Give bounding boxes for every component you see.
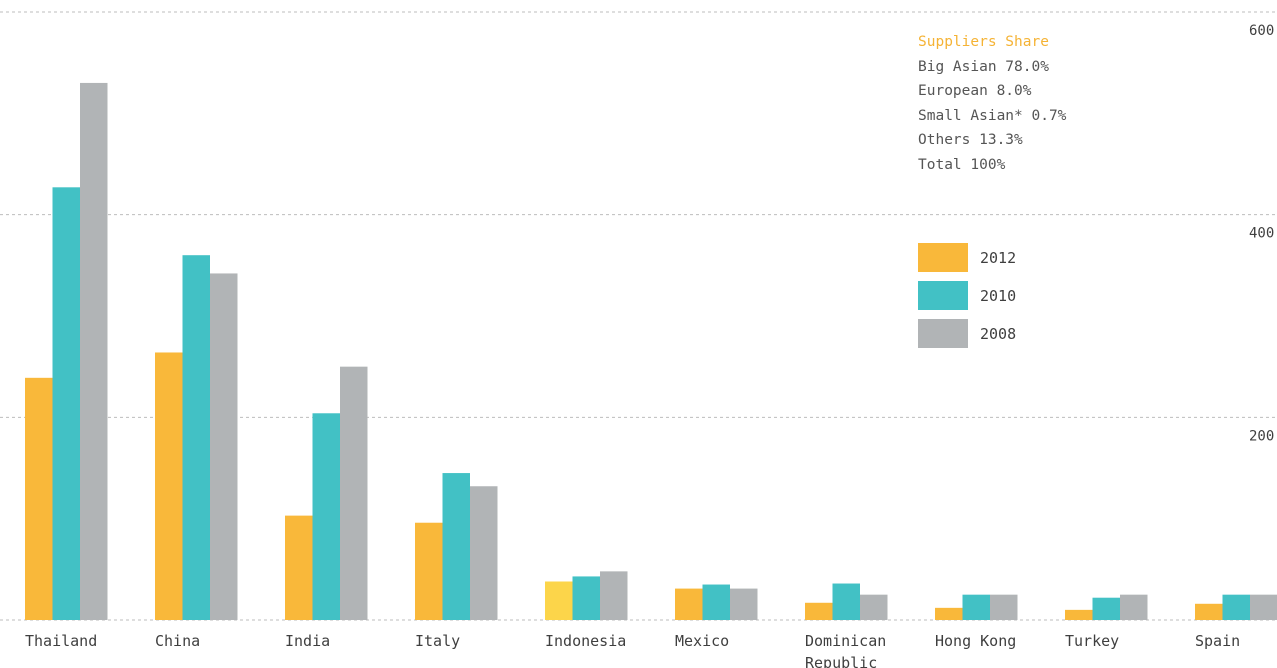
bar-2012 xyxy=(545,581,573,620)
bar-2010 xyxy=(442,473,470,620)
x-category-label: Thailand xyxy=(25,632,97,650)
x-category-label: India xyxy=(285,632,330,650)
legend-label: 2010 xyxy=(980,286,1017,305)
suppliers-share-line: Total 100% xyxy=(918,156,1006,173)
bar-2012 xyxy=(805,602,833,620)
x-category-label: Indonesia xyxy=(545,632,626,650)
bar-2008 xyxy=(1250,594,1277,620)
bar-2010 xyxy=(312,413,340,620)
suppliers-share-box: Suppliers Share Big Asian 78.0% European… xyxy=(918,30,1066,177)
bar-2010 xyxy=(1092,597,1120,620)
bar-2010 xyxy=(1222,594,1250,620)
legend-swatch xyxy=(918,281,968,310)
bar-2012 xyxy=(935,607,963,620)
suppliers-share-line: European 8.0% xyxy=(918,83,1032,99)
legend-label: 2012 xyxy=(980,248,1017,267)
bar-2012 xyxy=(285,515,313,620)
bar-2012 xyxy=(675,588,703,620)
x-category-label: China xyxy=(155,632,200,650)
bar-2010 xyxy=(702,584,730,620)
suppliers-share-title: Suppliers Share xyxy=(918,34,1049,50)
x-axis-categories: Thailand China India Italy Indonesia Mexico Do… xyxy=(25,632,1240,668)
x-category-label: Turkey xyxy=(1065,632,1119,650)
bars xyxy=(25,82,1277,620)
bar-2010 xyxy=(182,255,210,620)
bar-2012 xyxy=(1065,609,1093,620)
bar-2010 xyxy=(52,187,80,620)
bar-2008 xyxy=(600,571,628,620)
legend-swatch xyxy=(918,243,968,272)
x-category-label: Spain xyxy=(1195,632,1240,650)
bar-2008 xyxy=(340,366,368,620)
bar-2008 xyxy=(210,273,238,620)
x-category-label: Hong Kong xyxy=(935,632,1016,650)
legend-label: 2008 xyxy=(980,324,1017,343)
x-category-label: Italy xyxy=(415,632,460,650)
bar-2008 xyxy=(990,594,1018,620)
bar-2012 xyxy=(155,352,183,620)
suppliers-share-line: Small Asian* 0.7% xyxy=(918,107,1067,124)
legend: 2012 2010 2008 xyxy=(918,243,1016,357)
legend-item-2010: 2010 xyxy=(918,281,1016,310)
y-tick-label: 600 xyxy=(1249,23,1274,39)
legend-swatch xyxy=(918,319,968,348)
y-axis-ticks: 200 400 600 xyxy=(1249,23,1274,444)
y-tick-label: 400 xyxy=(1249,226,1274,242)
bar-2012 xyxy=(1195,603,1223,620)
bar-2012 xyxy=(25,377,53,620)
y-tick-label: 200 xyxy=(1249,428,1274,444)
bar-2008 xyxy=(470,486,498,620)
legend-item-2008: 2008 xyxy=(918,319,1016,348)
x-category-label: Dominican Republic xyxy=(805,632,886,668)
bar-2010 xyxy=(962,594,990,620)
bar-2008 xyxy=(1120,594,1148,620)
suppliers-share-line: Others 13.3% xyxy=(918,132,1023,148)
bar-2008 xyxy=(860,594,888,620)
legend-item-2012: 2012 xyxy=(918,243,1016,272)
bar-2010 xyxy=(832,583,860,620)
suppliers-share-line: Big Asian 78.0% xyxy=(918,58,1049,75)
bar-2008 xyxy=(80,82,108,620)
bar-2010 xyxy=(572,576,600,620)
bar-2012 xyxy=(415,522,443,620)
bar-2008 xyxy=(730,588,758,620)
x-category-label: Mexico xyxy=(675,632,729,650)
